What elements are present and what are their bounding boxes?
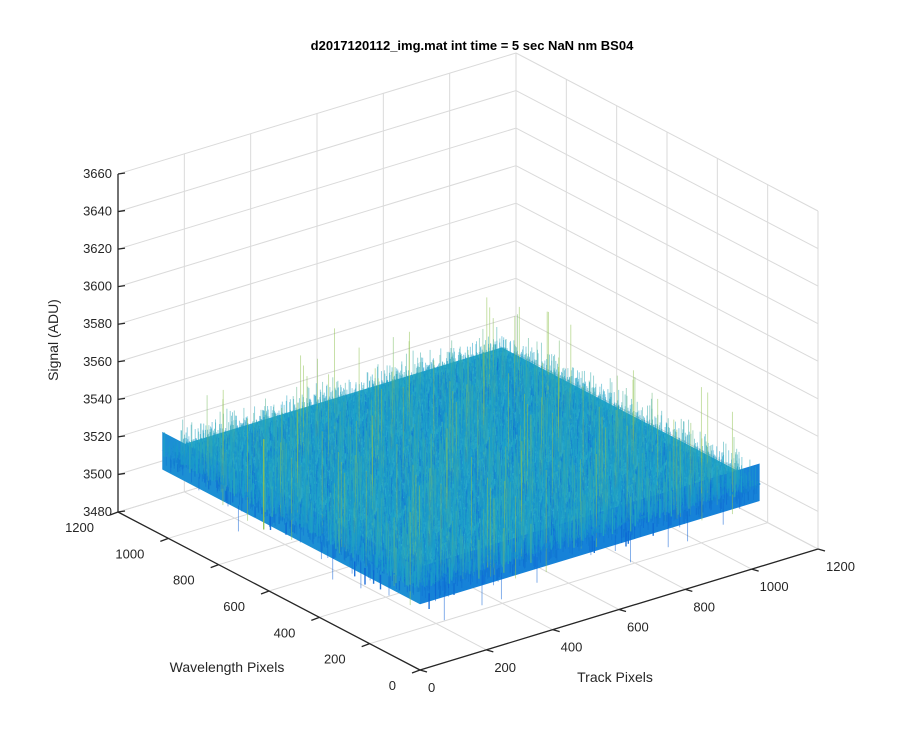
surface-layer [162, 297, 759, 620]
